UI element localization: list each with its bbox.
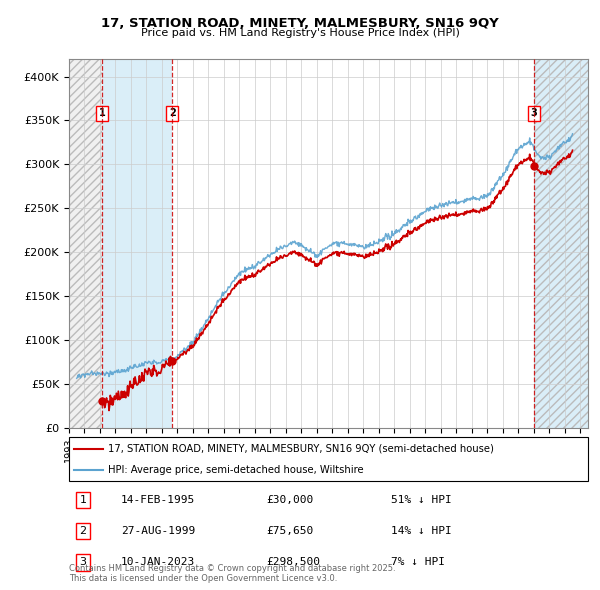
Text: 10-JAN-2023: 10-JAN-2023 xyxy=(121,558,195,568)
Bar xyxy=(534,59,588,428)
Text: 51% ↓ HPI: 51% ↓ HPI xyxy=(391,495,452,505)
Text: £75,650: £75,650 xyxy=(266,526,313,536)
Text: Price paid vs. HM Land Registry's House Price Index (HPI): Price paid vs. HM Land Registry's House … xyxy=(140,28,460,38)
Text: 14% ↓ HPI: 14% ↓ HPI xyxy=(391,526,452,536)
Text: £30,000: £30,000 xyxy=(266,495,313,505)
Text: 3: 3 xyxy=(80,558,86,568)
Text: 3: 3 xyxy=(531,109,538,119)
Text: Contains HM Land Registry data © Crown copyright and database right 2025.
This d: Contains HM Land Registry data © Crown c… xyxy=(69,563,395,583)
Text: 2: 2 xyxy=(79,526,86,536)
Text: 17, STATION ROAD, MINETY, MALMESBURY, SN16 9QY: 17, STATION ROAD, MINETY, MALMESBURY, SN… xyxy=(101,17,499,30)
Text: HPI: Average price, semi-detached house, Wiltshire: HPI: Average price, semi-detached house,… xyxy=(108,465,364,475)
Text: 1: 1 xyxy=(98,109,105,119)
Text: 27-AUG-1999: 27-AUG-1999 xyxy=(121,526,195,536)
Bar xyxy=(102,59,172,428)
Text: 7% ↓ HPI: 7% ↓ HPI xyxy=(391,558,445,568)
Text: 17, STATION ROAD, MINETY, MALMESBURY, SN16 9QY (semi-detached house): 17, STATION ROAD, MINETY, MALMESBURY, SN… xyxy=(108,444,494,454)
Text: 14-FEB-1995: 14-FEB-1995 xyxy=(121,495,195,505)
FancyBboxPatch shape xyxy=(69,437,588,481)
Text: 1: 1 xyxy=(80,495,86,505)
Text: 2: 2 xyxy=(169,109,176,119)
Text: £298,500: £298,500 xyxy=(266,558,320,568)
